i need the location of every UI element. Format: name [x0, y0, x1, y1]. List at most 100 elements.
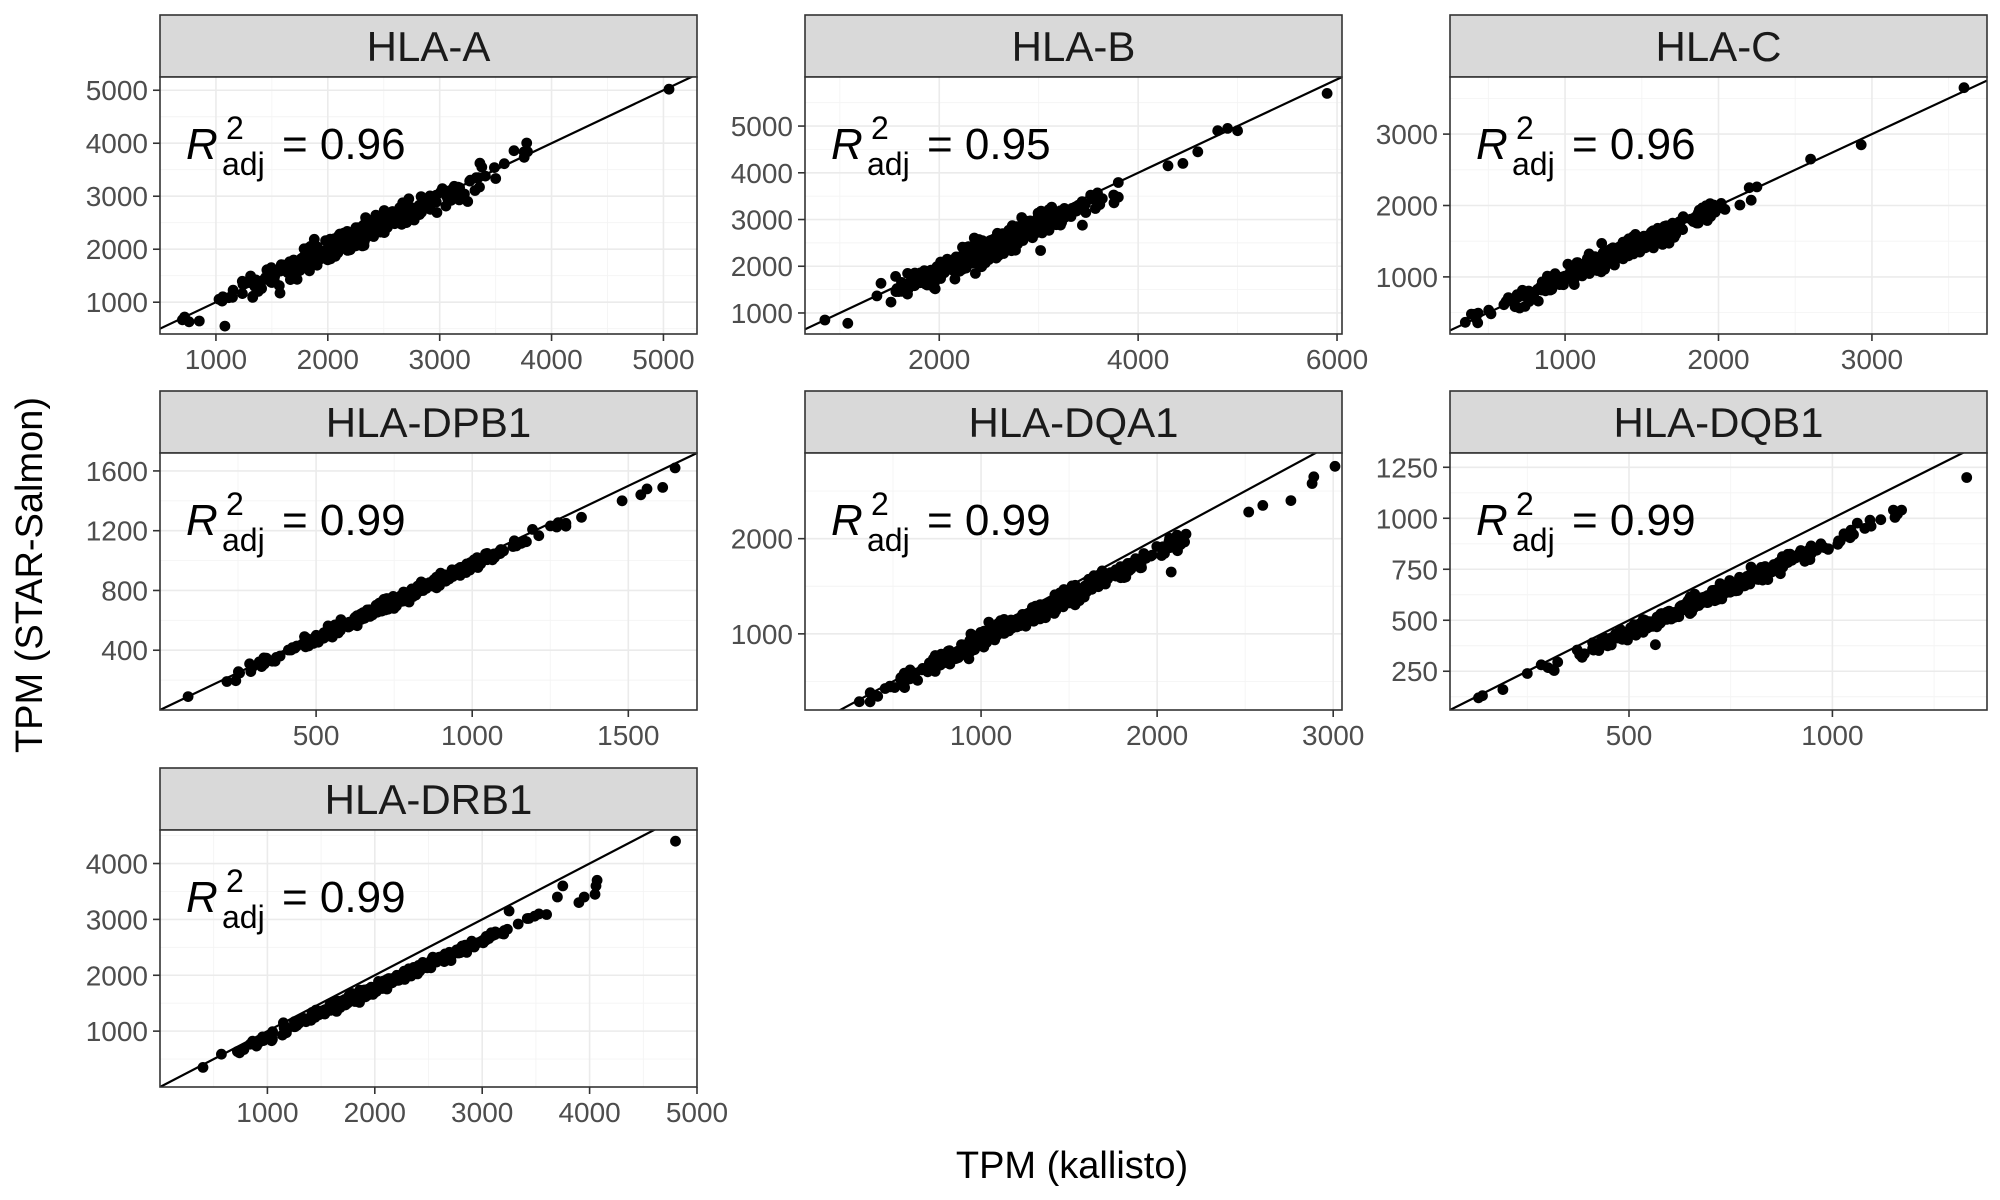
- y-axis-title: TPM (STAR-Salmon): [9, 397, 51, 753]
- data-point: [1958, 82, 1970, 94]
- x-tick-label: 500: [1606, 720, 1653, 751]
- data-point: [508, 145, 520, 157]
- data-point: [1112, 568, 1124, 580]
- data-point: [480, 170, 491, 182]
- data-point: [1170, 539, 1182, 551]
- y-tick-label: 500: [1391, 605, 1438, 636]
- y-tick-label: 4000: [86, 849, 148, 880]
- data-point: [903, 282, 915, 293]
- x-tick-label: 1000: [1534, 344, 1596, 375]
- data-point: [462, 196, 474, 207]
- data-point: [1086, 579, 1098, 591]
- facet-panel: HLA-A 1000 2000 3000 4000 5000 1000 2000 3000 400…: [86, 14, 698, 375]
- data-point: [591, 874, 603, 886]
- data-point: [949, 273, 961, 285]
- r-squared-subscript: adj: [867, 522, 910, 558]
- data-point: [1243, 506, 1255, 518]
- data-point: [1087, 190, 1099, 202]
- data-point: [1745, 194, 1757, 206]
- data-point: [503, 905, 515, 917]
- data-point: [498, 545, 509, 557]
- r-squared-symbol: R: [831, 120, 863, 169]
- data-point: [339, 237, 351, 248]
- data-point: [1329, 460, 1341, 472]
- x-tick-label: 1000: [1801, 720, 1863, 751]
- x-tick-label: 4000: [1107, 344, 1169, 375]
- data-point: [360, 212, 371, 224]
- data-point: [934, 659, 946, 671]
- facet-strip: [159, 390, 698, 454]
- data-point: [412, 580, 424, 592]
- data-point: [1146, 549, 1158, 561]
- y-tick-label: 400: [101, 635, 148, 666]
- data-point: [1108, 197, 1120, 209]
- data-point: [1285, 495, 1297, 506]
- data-point: [1670, 228, 1682, 240]
- data-point: [1164, 532, 1175, 544]
- data-point: [376, 215, 388, 227]
- data-point: [216, 1048, 227, 1060]
- data-point: [385, 215, 397, 227]
- data-point: [498, 158, 510, 170]
- r-squared-superscript: 2: [226, 863, 244, 899]
- data-point: [183, 316, 195, 328]
- data-point: [1497, 684, 1509, 695]
- r-squared-symbol: R: [186, 496, 218, 545]
- data-point: [1035, 245, 1046, 256]
- data-point: [512, 918, 524, 930]
- data-point: [1096, 193, 1108, 205]
- data-point: [842, 317, 854, 329]
- data-point: [258, 274, 270, 286]
- data-point: [403, 207, 415, 219]
- data-point: [309, 1011, 321, 1022]
- data-point: [1630, 629, 1642, 641]
- data-point: [1222, 122, 1233, 134]
- data-point: [431, 207, 443, 218]
- data-point: [864, 687, 876, 699]
- data-point: [1112, 177, 1124, 188]
- r-squared-subscript: adj: [867, 146, 910, 182]
- data-point: [1702, 591, 1714, 603]
- y-tick-label: 1000: [86, 287, 148, 318]
- data-point: [959, 253, 970, 265]
- facet-strip: [804, 390, 1343, 454]
- data-point: [286, 643, 298, 655]
- data-point: [1156, 550, 1167, 561]
- y-tick-label: 1000: [86, 1016, 148, 1047]
- data-point: [490, 173, 502, 184]
- data-point: [263, 1032, 274, 1044]
- data-point: [274, 287, 286, 299]
- y-tick-label: 2000: [731, 524, 793, 555]
- data-point: [397, 589, 409, 600]
- facet-panel: HLA-DRB1 1000 2000 3000 4000 5000 1000 2000 3000…: [86, 767, 728, 1128]
- data-point: [657, 482, 669, 493]
- data-point: [356, 235, 367, 247]
- x-tick-label: 1500: [597, 720, 659, 751]
- data-point: [1027, 602, 1038, 614]
- data-point: [983, 616, 995, 628]
- data-point: [244, 658, 256, 670]
- data-point: [197, 1062, 209, 1073]
- data-point: [302, 638, 314, 650]
- data-point: [1851, 517, 1863, 529]
- data-point: [1855, 139, 1867, 151]
- data-point: [992, 618, 1004, 629]
- facet-title: HLA-DPB1: [326, 399, 531, 446]
- data-point: [670, 835, 681, 847]
- data-point: [474, 157, 486, 169]
- data-point: [1668, 612, 1680, 623]
- identity-line: [1450, 453, 1966, 710]
- panel-border: [804, 452, 1343, 711]
- data-point: [919, 273, 931, 285]
- data-point: [1628, 619, 1640, 631]
- data-point: [1165, 566, 1177, 578]
- data-point: [521, 913, 533, 924]
- data-point: [616, 495, 628, 507]
- x-tick-label: 500: [293, 720, 340, 751]
- x-tick-label: 3000: [1841, 344, 1903, 375]
- data-point: [1557, 273, 1568, 285]
- y-tick-label: 1600: [86, 456, 148, 487]
